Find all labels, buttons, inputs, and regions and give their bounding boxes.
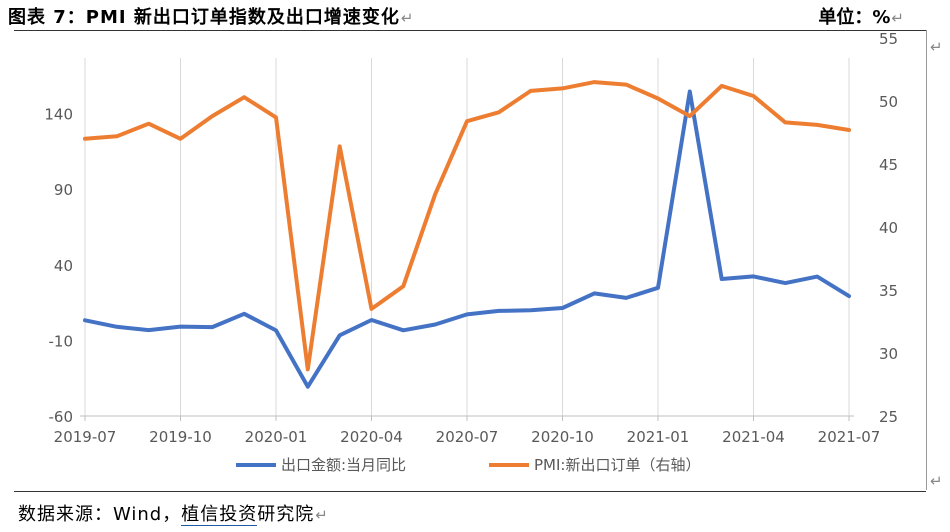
- x-tick-label: 2019-07: [54, 428, 117, 446]
- paragraph-mark-icon: ↵: [891, 9, 904, 27]
- y-left-tick-label: 140: [44, 106, 73, 124]
- chart: 2019-07 2019-10 2020-01 2020-04 2020-07 2020-…: [44, 30, 898, 474]
- x-tick-label: 2020-07: [436, 428, 499, 446]
- y-right-tick-label: 35: [879, 282, 898, 300]
- source-org: 植信投资: [181, 504, 258, 526]
- unit-label: 单位：%: [818, 7, 891, 28]
- source-prefix: 数据来源：Wind，: [18, 504, 182, 525]
- x-tick-label: 2020-04: [340, 428, 403, 446]
- y-right-tick-label: 45: [879, 156, 898, 174]
- right-border: [926, 30, 927, 490]
- y-right-tick-label: 55: [879, 30, 898, 48]
- y-left-tick-label: -60: [49, 408, 74, 426]
- paragraph-mark-icon: ↵: [400, 9, 415, 27]
- y-left-tick-label: 40: [54, 257, 73, 275]
- source-note: 数据来源：Wind，植信投资研究院↵: [18, 500, 329, 526]
- source-suffix: 研究院: [257, 504, 315, 525]
- x-tick-label: 2021-07: [818, 428, 881, 446]
- series-lines: [83, 80, 851, 389]
- legend-label: 出口金额:当月同比: [281, 456, 406, 474]
- x-tick-label: 2021-04: [722, 428, 785, 446]
- gridlines: [84, 58, 850, 416]
- x-tick-label: 2020-10: [531, 428, 594, 446]
- y-right-tick-label: 25: [879, 408, 898, 426]
- y-left-tick-label: -10: [49, 332, 74, 350]
- y-right-tick-label: 30: [879, 345, 898, 363]
- y-right-tick-label: 50: [879, 93, 898, 111]
- paragraph-mark-icon: ↵: [315, 506, 329, 524]
- paragraph-mark-icon: ↵: [930, 38, 943, 56]
- x-tick-label: 2020-01: [245, 428, 308, 446]
- figure-title: 图表 7：PMI 新出口订单指数及出口增速变化: [8, 7, 400, 28]
- legend: 出口金额:当月同比 PMI:新出口订单（右轴）: [236, 456, 700, 474]
- legend-label: PMI:新出口订单（右轴）: [534, 456, 700, 474]
- series-line-2: [83, 80, 851, 372]
- y-right-tick-label: 40: [879, 219, 898, 237]
- series-line-1: [83, 89, 851, 389]
- axes: 2019-07 2019-10 2020-01 2020-04 2020-07 2020-…: [44, 30, 898, 446]
- figure-header: 图表 7：PMI 新出口订单指数及出口增速变化↵ 单位：%↵: [0, 0, 950, 30]
- bottom-border: [14, 491, 926, 492]
- paragraph-mark-icon: ↵: [930, 472, 943, 490]
- x-tick-label: 2019-10: [149, 428, 212, 446]
- top-border: [14, 30, 926, 31]
- y-left-tick-label: 90: [54, 181, 73, 199]
- x-tick-label: 2021-01: [627, 428, 690, 446]
